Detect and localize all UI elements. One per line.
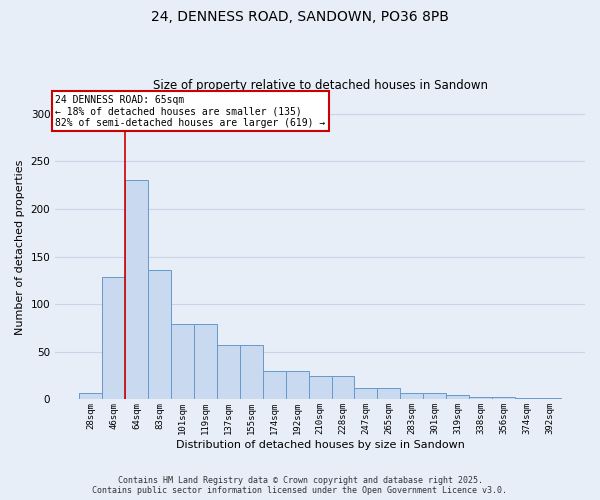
Y-axis label: Number of detached properties: Number of detached properties — [15, 160, 25, 334]
Title: Size of property relative to detached houses in Sandown: Size of property relative to detached ho… — [152, 79, 488, 92]
Text: Contains HM Land Registry data © Crown copyright and database right 2025.
Contai: Contains HM Land Registry data © Crown c… — [92, 476, 508, 495]
Bar — [102, 278, 125, 400]
Bar — [125, 180, 148, 400]
Bar — [194, 324, 217, 400]
Bar — [400, 392, 423, 400]
Bar — [308, 376, 332, 400]
X-axis label: Distribution of detached houses by size in Sandown: Distribution of detached houses by size … — [176, 440, 464, 450]
Bar — [377, 388, 400, 400]
Bar — [332, 376, 355, 400]
Bar — [171, 324, 194, 400]
Bar — [492, 396, 515, 400]
Bar — [263, 371, 286, 400]
Bar — [446, 394, 469, 400]
Bar — [538, 398, 561, 400]
Text: 24, DENNESS ROAD, SANDOWN, PO36 8PB: 24, DENNESS ROAD, SANDOWN, PO36 8PB — [151, 10, 449, 24]
Bar — [286, 371, 308, 400]
Bar — [240, 345, 263, 400]
Bar — [423, 392, 446, 400]
Bar — [217, 345, 240, 400]
Bar — [515, 398, 538, 400]
Bar — [79, 392, 102, 400]
Bar — [148, 270, 171, 400]
Bar — [469, 396, 492, 400]
Bar — [355, 388, 377, 400]
Text: 24 DENNESS ROAD: 65sqm
← 18% of detached houses are smaller (135)
82% of semi-de: 24 DENNESS ROAD: 65sqm ← 18% of detached… — [55, 94, 325, 128]
